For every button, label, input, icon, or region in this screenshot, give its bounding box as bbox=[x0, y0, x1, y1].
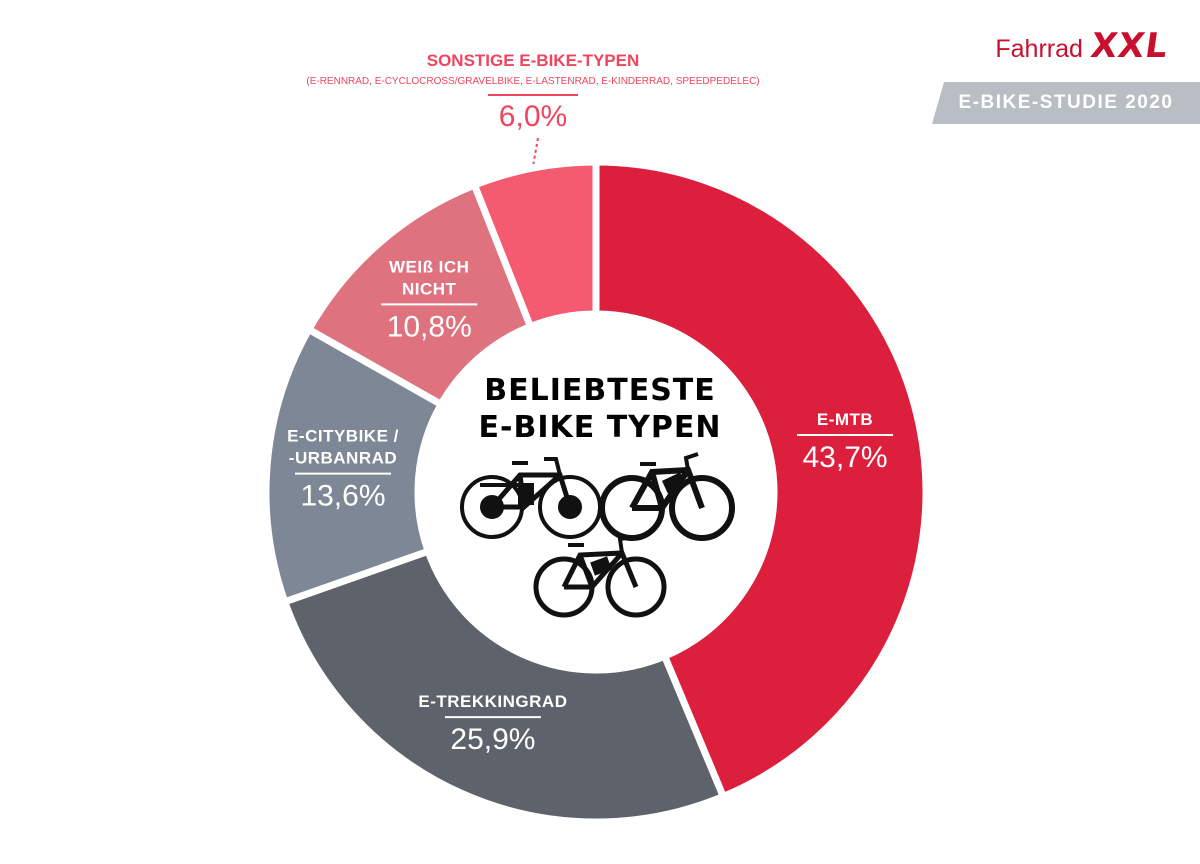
trekking-bike-icon bbox=[460, 457, 602, 539]
label-sonstige-e-bike-typen: SONSTIGE E-BIKE-TYPEN (E-RENNRAD, E-CYCLO… bbox=[306, 51, 760, 165]
label-name: E-TREKKINGRAD bbox=[418, 692, 567, 711]
leader-line bbox=[532, 137, 539, 165]
center-title: BELIEBTESTE E-BIKE TYPEN bbox=[440, 372, 760, 446]
label-e-citybike-urbanrad: E-CITYBIKE / -URBANRAD 13,6% bbox=[287, 427, 399, 513]
brand-name: Fahrrad bbox=[995, 35, 1083, 63]
label-name: E-CITYBIKE / bbox=[287, 427, 399, 446]
hardtail-bike-icon bbox=[533, 535, 667, 618]
slice-e-citybike-urbanrad bbox=[262, 324, 446, 607]
study-badge: E-BIKE-STUDIE 2020 bbox=[932, 82, 1200, 124]
label-value: 6,0% bbox=[499, 100, 567, 133]
label-name: NICHT bbox=[402, 279, 457, 298]
label-name: E-MTB bbox=[817, 410, 873, 429]
label-value: 10,8% bbox=[387, 310, 472, 343]
slice-sonstige-e-bike-typen bbox=[469, 158, 600, 332]
label-e-trekkingrad: E-TREKKINGRAD 25,9% bbox=[418, 692, 567, 756]
label-wei-ich-nicht: WEIß ICH NICHT 10,8% bbox=[381, 257, 478, 343]
label-e-mtb: E-MTB 43,7% bbox=[797, 410, 894, 474]
label-note: (E-RENNRAD, E-CYCLOCROSS/GRAVELBIKE, E-L… bbox=[306, 76, 759, 87]
label-name: -URBANRAD bbox=[289, 449, 397, 468]
center-title-line1: BELIEBTESTE bbox=[484, 373, 716, 408]
bike-illustrations bbox=[460, 452, 735, 618]
slice-e-trekkingrad bbox=[280, 546, 728, 826]
label-name: SONSTIGE E-BIKE-TYPEN bbox=[427, 51, 640, 70]
label-value: 25,9% bbox=[450, 723, 535, 756]
mountain-bike-icon bbox=[599, 452, 735, 541]
label-value: 13,6% bbox=[300, 480, 385, 513]
label-name: WEIß ICH bbox=[389, 257, 470, 276]
slice-e-mtb bbox=[592, 158, 930, 802]
center-title-line2: E-BIKE TYPEN bbox=[478, 410, 722, 445]
label-value: 43,7% bbox=[803, 441, 888, 474]
brand-logo: Fahrrad XXL bbox=[995, 26, 1170, 66]
